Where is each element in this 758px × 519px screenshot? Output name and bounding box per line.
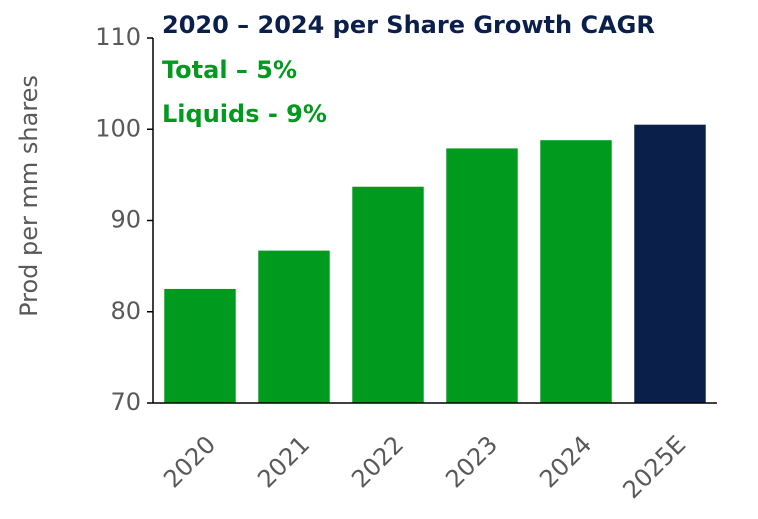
bar bbox=[164, 288, 236, 403]
bar bbox=[540, 140, 612, 403]
x-tick-label: 2021 bbox=[252, 430, 315, 493]
x-tick-label: 2022 bbox=[346, 430, 409, 493]
x-tick-label: 2025E bbox=[617, 430, 691, 504]
annotation: Total – 5% bbox=[162, 56, 297, 84]
x-tick-label: 2020 bbox=[158, 430, 221, 493]
annotation: Liquids - 9% bbox=[162, 100, 327, 128]
bar bbox=[258, 250, 330, 403]
y-tick-label: 80 bbox=[110, 297, 141, 325]
x-tick-label: 2023 bbox=[440, 430, 503, 493]
bar bbox=[446, 148, 518, 403]
y-tick-label: 70 bbox=[110, 388, 141, 416]
y-tick-label: 100 bbox=[95, 114, 141, 142]
y-axis-label: Prod per mm shares bbox=[15, 75, 43, 317]
x-tick-label: 2024 bbox=[534, 430, 597, 493]
y-tick-label: 90 bbox=[110, 206, 141, 234]
bar bbox=[352, 186, 424, 403]
chart-title: 2020 – 2024 per Share Growth CAGR bbox=[162, 11, 655, 39]
bar bbox=[634, 124, 706, 403]
y-tick-label: 110 bbox=[95, 23, 141, 51]
